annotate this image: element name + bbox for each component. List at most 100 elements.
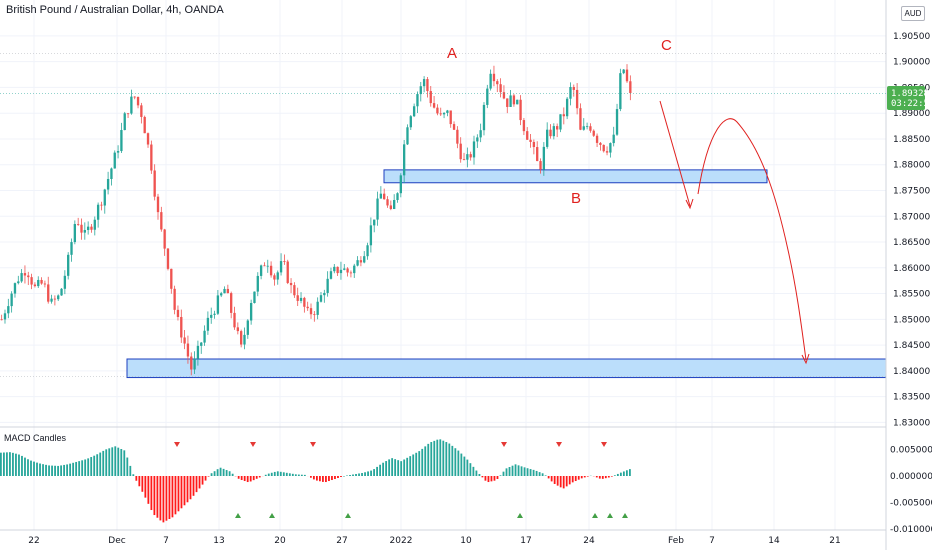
candle-body	[30, 277, 33, 285]
macd-bar	[409, 456, 412, 476]
candle	[13, 282, 17, 298]
macd-bar	[276, 471, 279, 476]
macd-bar	[204, 476, 207, 481]
buy-marker	[622, 513, 628, 518]
macd-bar	[36, 462, 38, 476]
candle	[376, 191, 379, 226]
currency-button[interactable]: AUD	[901, 6, 925, 21]
candle-body	[196, 345, 200, 359]
candle	[366, 242, 369, 260]
candle	[17, 275, 20, 285]
candle-body	[80, 224, 83, 233]
macd-bar	[24, 457, 26, 476]
macd-bar	[505, 468, 508, 476]
candle-body	[426, 79, 429, 92]
candle-body	[116, 151, 120, 153]
candle	[426, 77, 429, 98]
arrowhead-2	[801, 353, 810, 365]
macd-bar	[264, 474, 267, 476]
macd-bar	[454, 448, 457, 476]
candle	[432, 95, 436, 109]
candle-body	[269, 265, 273, 276]
candle	[625, 64, 629, 83]
candle	[190, 352, 193, 376]
candle-body	[27, 275, 30, 278]
macd-bar	[610, 476, 613, 477]
macd-bar	[346, 475, 348, 476]
candle-body	[562, 114, 565, 117]
candle	[86, 221, 90, 235]
candle	[469, 151, 472, 161]
macd-bar	[84, 459, 87, 476]
candle-body	[126, 113, 130, 115]
macd-bar	[508, 467, 511, 476]
candle-body	[373, 219, 376, 226]
projection-arrows	[659, 100, 810, 365]
candle-body	[366, 245, 369, 257]
candle-body	[263, 265, 266, 267]
candle-body	[612, 134, 615, 144]
candle	[193, 351, 196, 374]
candle	[306, 301, 309, 311]
chart-title: British Pound / Australian Dollar, 4h, O…	[6, 4, 224, 16]
macd-bar	[415, 452, 418, 476]
candle-body	[173, 288, 176, 310]
candle-body	[472, 141, 476, 158]
macd-bar	[487, 476, 490, 483]
candle	[446, 109, 449, 117]
macd-bar	[625, 470, 628, 476]
macd-bar	[270, 472, 273, 476]
candle-body	[266, 265, 269, 267]
time-tick-label: Dec	[108, 536, 125, 546]
macd-bar	[258, 476, 261, 478]
macd-bar	[613, 475, 616, 476]
candle	[442, 112, 446, 119]
macd-bar	[352, 474, 354, 476]
buy-marker	[607, 513, 613, 518]
macd-bar	[282, 472, 285, 476]
macd-bar	[388, 459, 391, 476]
candle	[113, 150, 116, 169]
candle	[542, 142, 546, 176]
macd-bar	[117, 447, 120, 476]
candle-body	[140, 105, 143, 117]
candle-body	[316, 301, 319, 315]
candle-body	[512, 95, 516, 105]
candle	[146, 132, 150, 148]
candle-body	[210, 314, 213, 318]
macd-bar	[225, 470, 228, 476]
macd-bar	[309, 476, 312, 478]
macd-bar	[478, 473, 481, 476]
macd-bar	[246, 476, 249, 483]
candle	[299, 292, 303, 304]
candle	[63, 270, 67, 295]
macd-bar	[445, 442, 448, 476]
candle-body	[592, 130, 595, 136]
candle	[100, 201, 103, 211]
candle-body	[339, 269, 343, 274]
macd-bar	[448, 443, 451, 476]
candle	[126, 113, 130, 118]
candle-body	[160, 212, 163, 230]
candle	[393, 194, 396, 210]
candle-body	[359, 260, 363, 263]
macd-bar	[526, 468, 529, 476]
candle-body	[186, 343, 190, 357]
candle	[73, 220, 77, 245]
candle	[619, 68, 622, 112]
candle	[140, 102, 143, 124]
macd-bar	[361, 472, 363, 476]
candle	[399, 173, 402, 198]
candle	[449, 110, 452, 128]
macd-bar	[81, 460, 84, 476]
candle-body	[479, 130, 482, 138]
price-tick-label: 1.84000	[893, 367, 930, 377]
macd-bar	[481, 476, 484, 478]
candle	[246, 319, 249, 339]
candle	[379, 186, 383, 199]
candle	[536, 141, 539, 162]
annotation-c: C	[661, 37, 672, 54]
candle	[80, 218, 83, 240]
macd-bar	[397, 460, 400, 476]
